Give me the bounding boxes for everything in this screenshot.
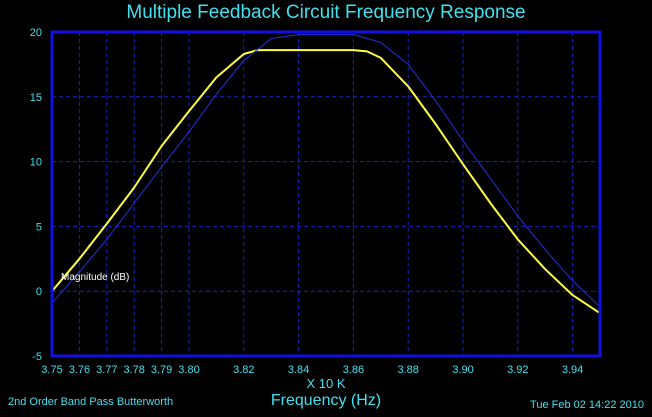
x-tick-label: 3.78 [123,364,144,376]
x-tick-label: 3.77 [96,364,117,376]
y-tick-label: 0 [36,286,42,298]
chart-title: Multiple Feedback Circuit Frequency Resp… [126,2,526,23]
x-tick-label: 3.84 [288,364,309,376]
x-tick-label: 3.82 [233,364,254,376]
series-annotation: Magnitude (dB) [61,272,129,283]
plot-frame [50,30,602,358]
footer-timestamp: Tue Feb 02 14:22 2010 [530,399,644,411]
x-tick-label: 3.80 [178,364,199,376]
series-line-2 [51,34,601,308]
x-tick-label: 3.90 [452,364,473,376]
x-tick-label: 3.79 [151,364,172,376]
y-tick-label: 20 [30,27,42,39]
x-tick-label: 3.86 [343,364,364,376]
x-tick-label: 3.76 [69,364,90,376]
x-axis-label: Frequency (Hz) [270,392,382,409]
x-tick-label: 3.75 [41,364,62,376]
series-line-1 [51,49,601,315]
x-tick-label: 3.88 [397,364,418,376]
y-tick-label: 5 [36,221,42,233]
footer-description: 2nd Order Band Pass Butterworth [8,396,174,408]
y-tick-label: -5 [32,351,42,363]
y-tick-label: 10 [30,157,42,169]
x-tick-label: 3.94 [562,364,583,376]
y-tick-label: 15 [30,92,42,104]
x-tick-label: 3.92 [507,364,528,376]
x-axis-multiplier: X 10 K [306,376,346,391]
